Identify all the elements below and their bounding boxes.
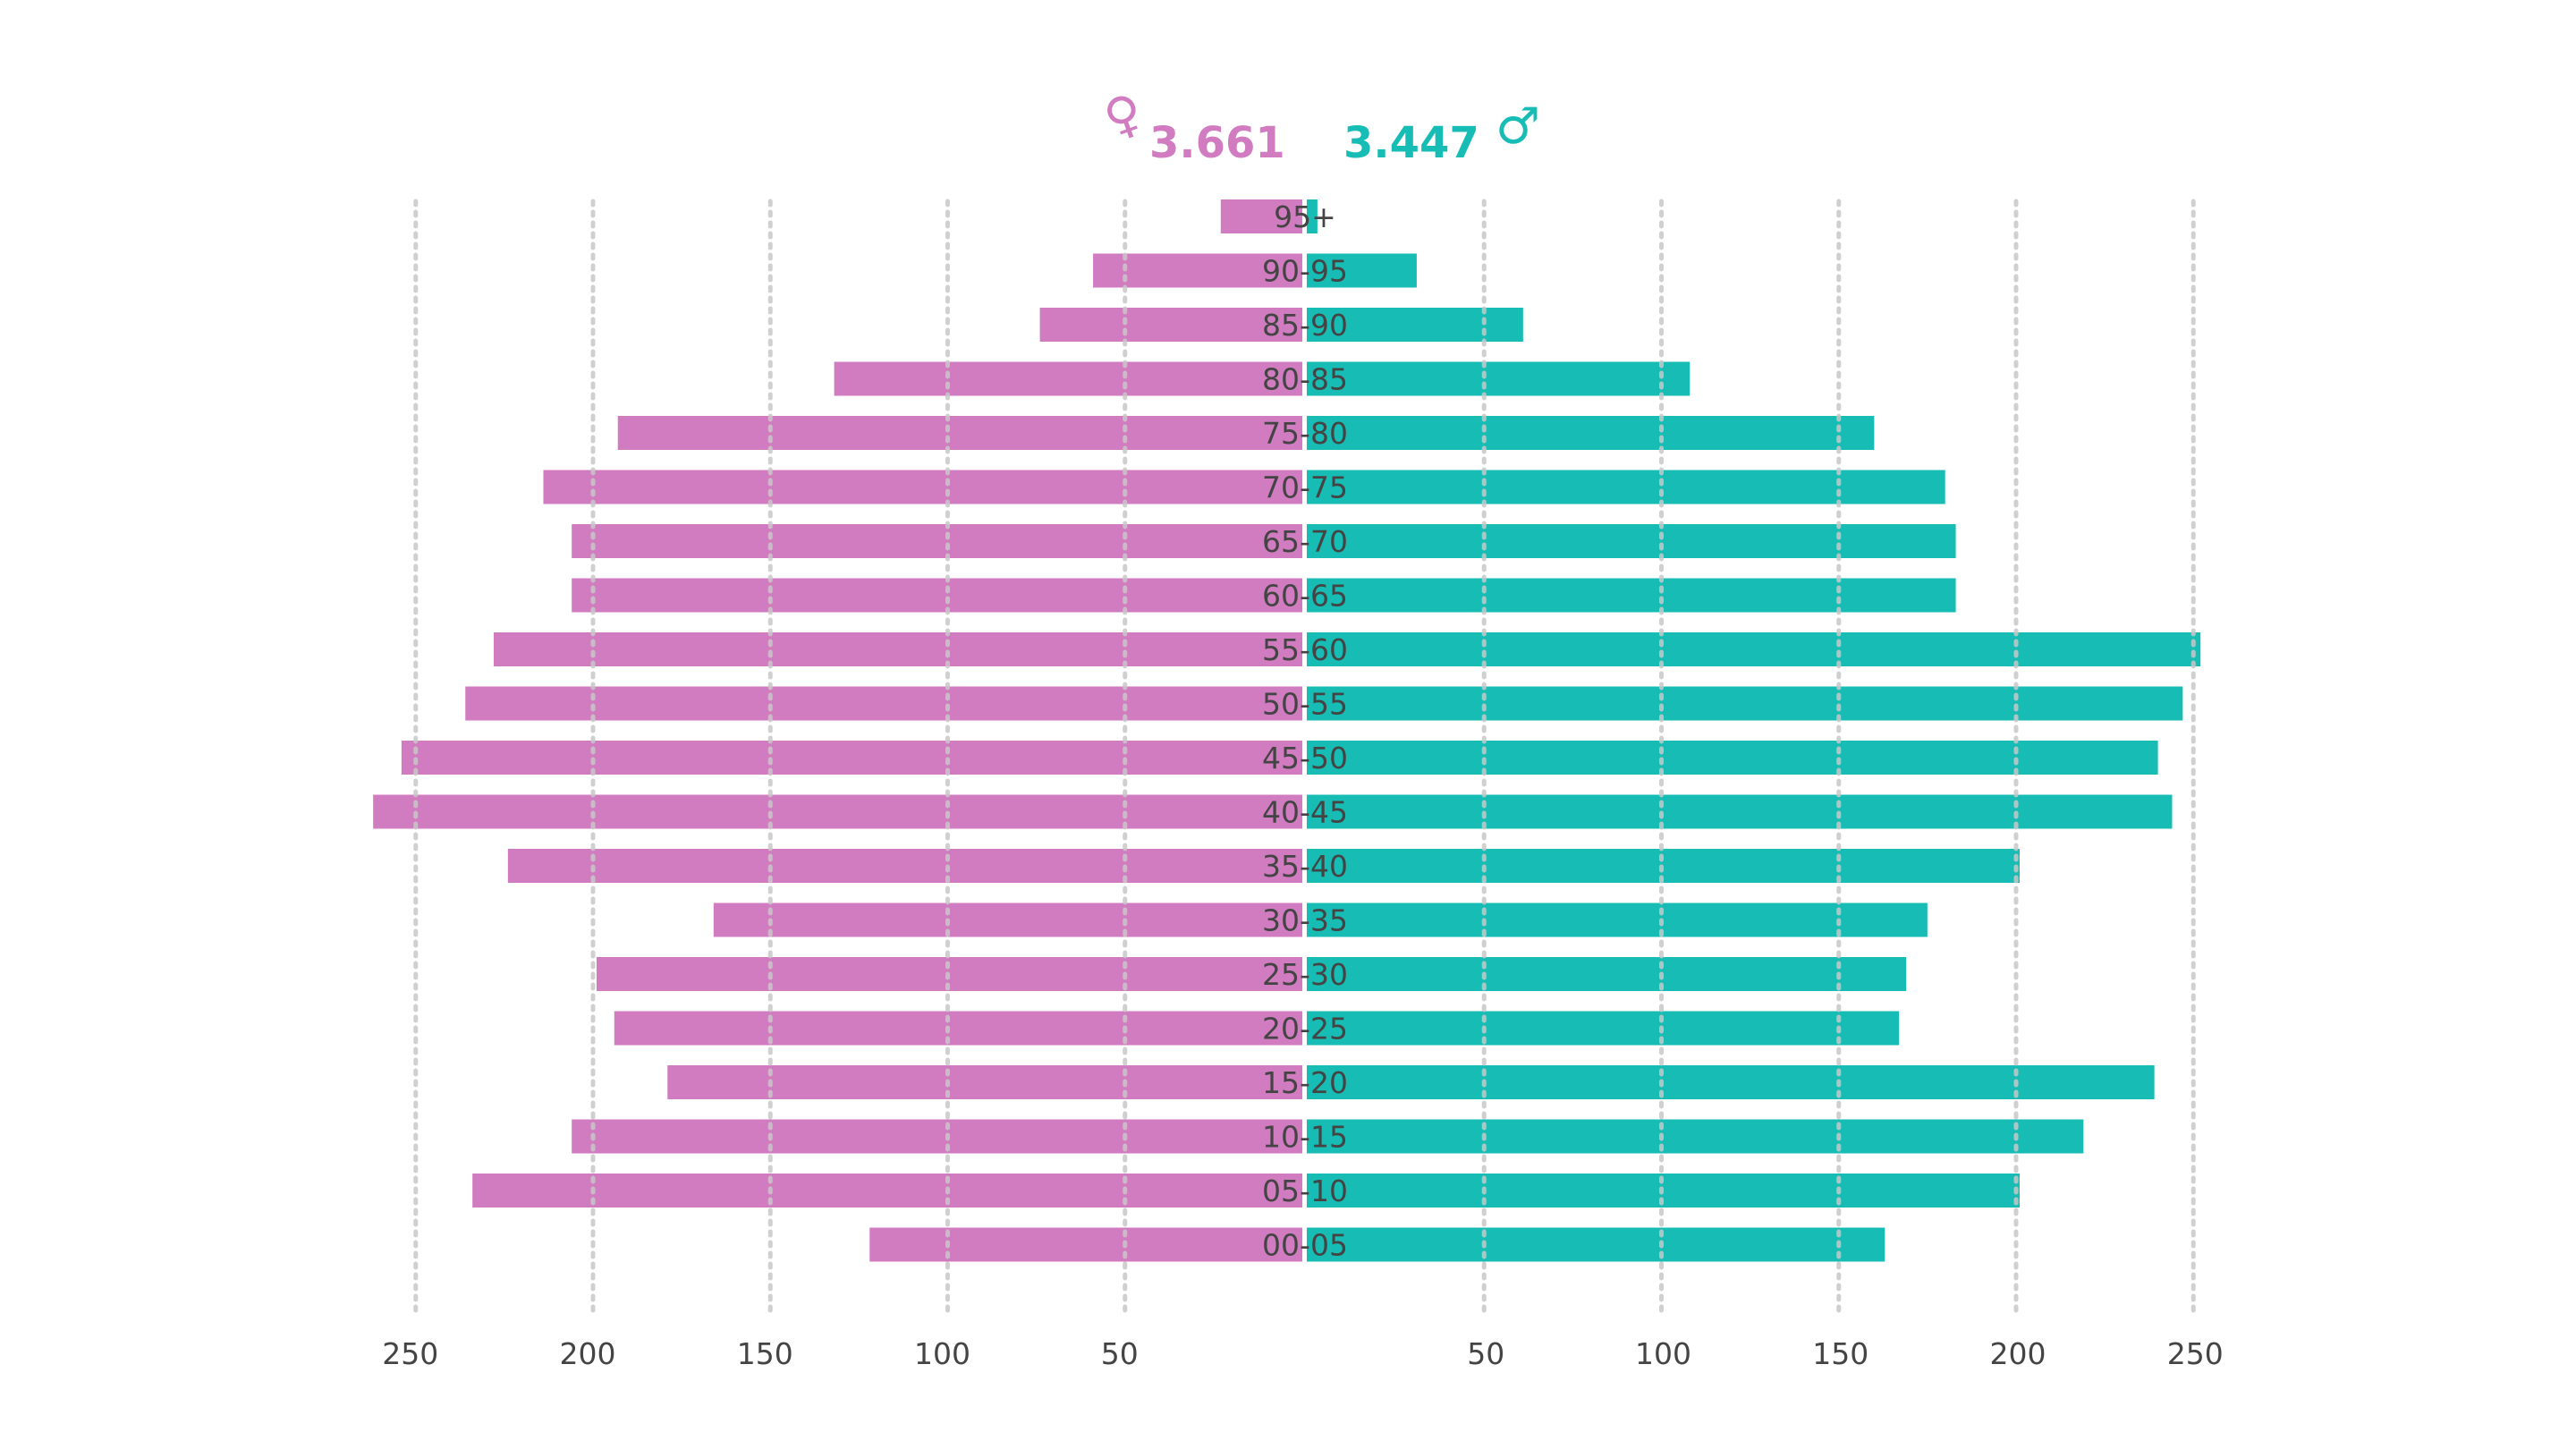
age-label-55-60: 55-60	[1262, 632, 1348, 667]
male-bar-75-80	[1307, 416, 1875, 450]
female-bar-95+	[1220, 199, 1302, 233]
female-symbol-icon: ♀	[1097, 82, 1151, 149]
female-bar-10-15	[572, 1119, 1302, 1154]
grid-lines	[413, 199, 2196, 1313]
male-bar-25-30	[1307, 957, 1907, 991]
female-bar-65-70	[572, 524, 1302, 558]
female-bar-55-60	[493, 632, 1302, 666]
female-bar-15-20	[667, 1065, 1302, 1099]
male-symbol-icon: ♂	[1496, 97, 1540, 156]
x-tick-male-50: 50	[1467, 1336, 1504, 1371]
female-bar-50-55	[465, 686, 1302, 721]
x-tick-male-250: 250	[2167, 1336, 2224, 1371]
age-label-70-75: 70-75	[1262, 470, 1348, 505]
male-bar-80-85	[1307, 361, 1690, 396]
female-bar-90-95	[1093, 253, 1302, 288]
age-label-20-25: 20-25	[1262, 1012, 1348, 1046]
x-tick-male-150: 150	[1812, 1336, 1868, 1371]
female-total: 3.661	[1149, 118, 1285, 168]
age-label-95+: 95+	[1274, 199, 1336, 234]
x-tick-female-250: 250	[382, 1336, 438, 1371]
male-total: 3.447	[1343, 118, 1479, 168]
age-label-80-85: 80-85	[1262, 362, 1348, 397]
female-bar-20-25	[614, 1011, 1302, 1046]
male-bar-60-65	[1307, 578, 1956, 613]
age-labels: 95+ 90-95 85-90 80-85 75-80 70-75 65-70 60-65 55…	[1262, 199, 1348, 1263]
age-label-50-55: 50-55	[1262, 687, 1348, 722]
male-bar-10-15	[1307, 1119, 2084, 1154]
bars	[373, 199, 2201, 1262]
female-bar-45-50	[401, 741, 1302, 775]
age-label-40-45: 40-45	[1262, 795, 1348, 830]
male-bar-45-50	[1307, 741, 2158, 775]
x-tick-female-100: 100	[914, 1336, 970, 1371]
age-label-90-95: 90-95	[1262, 254, 1348, 289]
age-label-15-20: 15-20	[1262, 1065, 1348, 1100]
male-bar-95+	[1307, 199, 1318, 233]
age-label-00-05: 00-05	[1262, 1228, 1348, 1263]
age-label-25-30: 25-30	[1262, 957, 1348, 992]
x-tick-female-50: 50	[1101, 1336, 1139, 1371]
female-bar-00-05	[869, 1227, 1302, 1262]
male-bar-65-70	[1307, 524, 1956, 558]
age-label-10-15: 10-15	[1262, 1120, 1348, 1155]
male-bar-30-35	[1307, 902, 1928, 937]
totals-header: ♀ 3.661 3.447 ♂	[1097, 82, 1540, 168]
male-bar-15-20	[1307, 1065, 2155, 1099]
x-tick-male-200: 200	[1990, 1336, 2046, 1371]
female-bar-85-90	[1039, 308, 1302, 342]
male-bar-40-45	[1307, 794, 2173, 829]
female-bar-30-35	[713, 902, 1302, 937]
age-label-75-80: 75-80	[1262, 416, 1348, 451]
age-label-05-10: 05-10	[1262, 1174, 1348, 1208]
female-bar-40-45	[373, 794, 1302, 829]
x-tick-female-200: 200	[560, 1336, 616, 1371]
male-bar-55-60	[1307, 632, 2201, 666]
age-label-30-35: 30-35	[1262, 903, 1348, 938]
female-bar-60-65	[572, 578, 1302, 613]
male-bar-00-05	[1307, 1227, 1885, 1262]
x-tick-male-100: 100	[1635, 1336, 1691, 1371]
x-axis-ticks: 50 50 100 100 150 150 200 200 250 250	[382, 1336, 2224, 1371]
male-bar-70-75	[1307, 470, 1945, 504]
age-label-85-90: 85-90	[1262, 308, 1348, 343]
age-label-60-65: 60-65	[1262, 579, 1348, 614]
age-label-45-50: 45-50	[1262, 741, 1348, 775]
male-bar-90-95	[1307, 253, 1417, 288]
male-bar-20-25	[1307, 1011, 1900, 1046]
age-label-65-70: 65-70	[1262, 524, 1348, 559]
male-bar-85-90	[1307, 308, 1523, 342]
female-bar-70-75	[543, 470, 1302, 504]
male-bar-50-55	[1307, 686, 2183, 721]
female-bar-80-85	[834, 361, 1302, 396]
female-bar-75-80	[617, 416, 1302, 450]
age-label-35-40: 35-40	[1262, 849, 1348, 884]
x-tick-female-150: 150	[737, 1336, 793, 1371]
female-bar-05-10	[472, 1174, 1302, 1208]
female-bar-35-40	[507, 849, 1302, 883]
